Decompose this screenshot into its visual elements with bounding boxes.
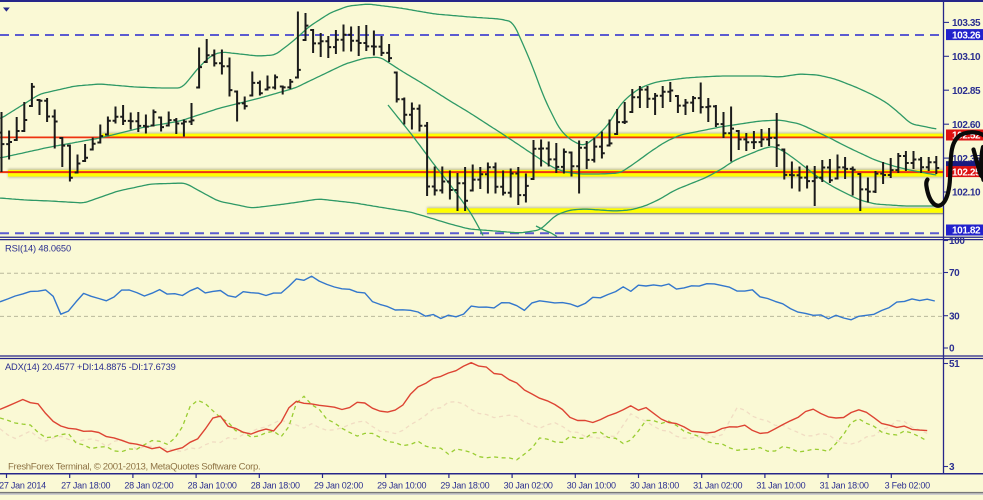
svg-text:102.60: 102.60 bbox=[952, 120, 981, 131]
svg-text:103.35: 103.35 bbox=[952, 18, 981, 29]
svg-text:27 Jan 18:00: 27 Jan 18:00 bbox=[61, 481, 110, 491]
svg-text:30 Jan 18:00: 30 Jan 18:00 bbox=[630, 481, 679, 491]
svg-text:FreshForex Terminal, © 2001-20: FreshForex Terminal, © 2001-2013, MetaQu… bbox=[8, 462, 260, 473]
svg-text:28 Jan 18:00: 28 Jan 18:00 bbox=[251, 481, 300, 491]
svg-text:31 Jan 10:00: 31 Jan 10:00 bbox=[756, 481, 805, 491]
svg-text:30: 30 bbox=[949, 311, 960, 322]
svg-text:101.82: 101.82 bbox=[952, 226, 981, 237]
svg-text:29 Jan 18:00: 29 Jan 18:00 bbox=[440, 481, 489, 491]
svg-text:30 Jan 02:00: 30 Jan 02:00 bbox=[504, 481, 553, 491]
svg-text:102.35: 102.35 bbox=[952, 154, 981, 165]
svg-text:3: 3 bbox=[949, 462, 955, 473]
svg-text:30 Jan 10:00: 30 Jan 10:00 bbox=[567, 481, 616, 491]
svg-text:100: 100 bbox=[949, 236, 965, 247]
svg-text:29 Jan 10:00: 29 Jan 10:00 bbox=[377, 481, 426, 491]
svg-text:31 Jan 18:00: 31 Jan 18:00 bbox=[820, 481, 869, 491]
svg-text:103.10: 103.10 bbox=[952, 52, 981, 63]
svg-text:102.25: 102.25 bbox=[952, 167, 981, 178]
svg-text:0: 0 bbox=[949, 344, 955, 355]
svg-text:102.85: 102.85 bbox=[952, 86, 981, 97]
svg-text:102.10: 102.10 bbox=[952, 188, 981, 199]
svg-text:3 Feb 02:00: 3 Feb 02:00 bbox=[885, 481, 931, 491]
svg-text:29 Jan 02:00: 29 Jan 02:00 bbox=[314, 481, 363, 491]
svg-text:31 Jan 02:00: 31 Jan 02:00 bbox=[693, 481, 742, 491]
svg-text:RSI(14) 48.0650: RSI(14) 48.0650 bbox=[5, 244, 71, 254]
svg-text:51: 51 bbox=[949, 359, 960, 370]
svg-text:ADX(14) 20.4577 +DI:14.8875 -D: ADX(14) 20.4577 +DI:14.8875 -DI:17.6739 bbox=[5, 362, 176, 372]
svg-text:102.52: 102.52 bbox=[952, 131, 981, 142]
svg-text:103.26: 103.26 bbox=[952, 30, 981, 41]
svg-text:28 Jan 10:00: 28 Jan 10:00 bbox=[188, 481, 237, 491]
svg-text:28 Jan 02:00: 28 Jan 02:00 bbox=[124, 481, 173, 491]
svg-text:27 Jan 2014: 27 Jan 2014 bbox=[0, 481, 46, 491]
svg-text:70: 70 bbox=[949, 268, 960, 279]
